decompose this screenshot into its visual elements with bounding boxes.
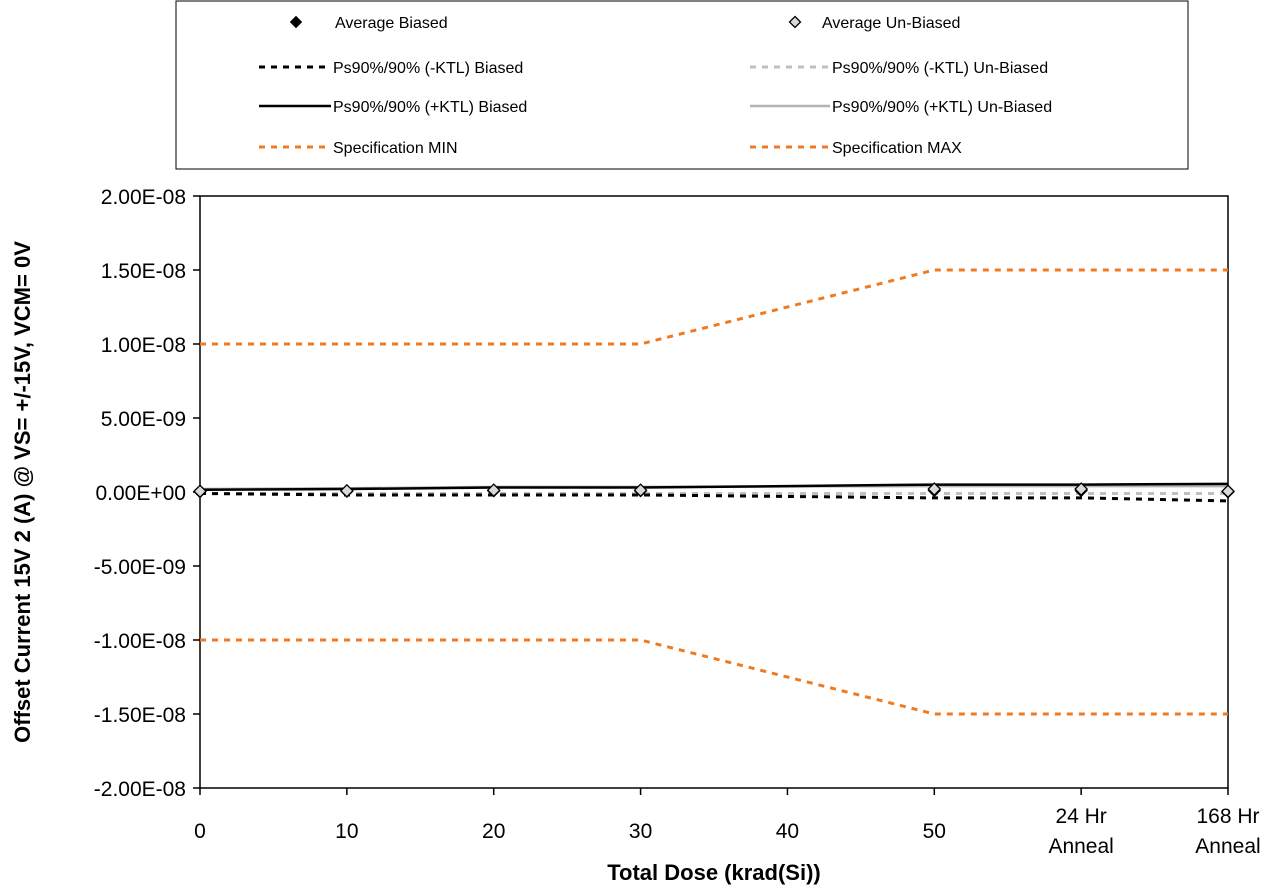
- y-axis: 2.00E-08 1.50E-08 1.00E-08 5.00E-09 0.00E+00…: [94, 186, 200, 801]
- x-tick-label: 10: [335, 820, 358, 843]
- y-tick-label: -2.00E-08: [94, 778, 186, 801]
- legend-item-0-label: Average Biased: [335, 15, 448, 32]
- x-tick-label-line: 0: [194, 820, 206, 843]
- legend-item-1-marker: [788, 15, 802, 29]
- series-1-point: [1074, 482, 1089, 496]
- x-tick-label-line: 168 Hr: [1196, 805, 1259, 828]
- legend-box: [175, 0, 1189, 170]
- legend-item-5-label: Ps90%/90% (+KTL) Un-Biased: [832, 99, 1052, 116]
- y-tick-label: 5.00E-09: [101, 408, 186, 431]
- x-tick-label-line: Anneal: [1048, 835, 1113, 858]
- series-1-point: [339, 483, 354, 498]
- x-tick-label: 24 Hr Anneal: [1048, 805, 1113, 858]
- legend-item-1-label: Average Un-Biased: [822, 15, 960, 32]
- x-tick-label-line: 40: [776, 820, 799, 843]
- x-tick-label: 40: [776, 820, 799, 843]
- y-tick-label: -1.50E-08: [94, 704, 186, 727]
- y-tick-label: -1.00E-08: [94, 630, 186, 653]
- x-axis: 0 10 20 30 40 50 24 Hr Anneal 168 Hr Anneal: [194, 788, 1261, 858]
- y-axis-title: Offset Current 15V 2 (A) @ VS= +/-15V, V…: [10, 241, 35, 743]
- x-tick-label-line: Anneal: [1195, 835, 1260, 858]
- y-tick-label: 2.00E-08: [101, 186, 186, 209]
- legend-item-7-label: Specification MAX: [832, 140, 962, 157]
- series-layer: [193, 268, 1235, 716]
- y-tick-label: 0.00E+00: [95, 482, 186, 505]
- series-1-point: [486, 483, 501, 498]
- legend-item-0-marker: [289, 15, 303, 29]
- series-1-point: [193, 484, 207, 499]
- legend-item-2-label: Ps90%/90% (-KTL) Biased: [333, 60, 523, 77]
- series-6-line: [200, 638, 1228, 716]
- series-1-point: [927, 482, 942, 496]
- legend-item-4-label: Ps90%/90% (+KTL) Biased: [333, 99, 527, 116]
- legend-item-3-label: Ps90%/90% (-KTL) Un-Biased: [832, 60, 1048, 77]
- x-tick-label-line: 20: [482, 820, 505, 843]
- x-tick-label-line: 30: [629, 820, 652, 843]
- x-tick-label: 50: [923, 820, 946, 843]
- y-tick-label: 1.50E-08: [101, 260, 186, 283]
- y-tick-label: -5.00E-09: [94, 556, 186, 579]
- x-tick-label-line: 50: [923, 820, 946, 843]
- x-axis-title: Total Dose (krad(Si)): [607, 860, 821, 885]
- series-1-point: [633, 483, 648, 498]
- series-7-line: [200, 268, 1228, 346]
- plot-area: [199, 195, 1229, 789]
- x-tick-label-line: 10: [335, 820, 358, 843]
- x-tick-label: 0: [194, 820, 206, 843]
- legend-item-6-label: Specification MIN: [333, 140, 458, 157]
- x-tick-label: 168 Hr Anneal: [1195, 805, 1260, 858]
- x-tick-label: 20: [482, 820, 505, 843]
- legend: Average Biased Average Un-Biased Ps90%/90%…: [259, 15, 1052, 157]
- y-tick-label: 1.00E-08: [101, 334, 186, 357]
- series-1-point: [1221, 484, 1235, 499]
- x-tick-label-line: 24 Hr: [1055, 805, 1106, 828]
- x-tick-label: 30: [629, 820, 652, 843]
